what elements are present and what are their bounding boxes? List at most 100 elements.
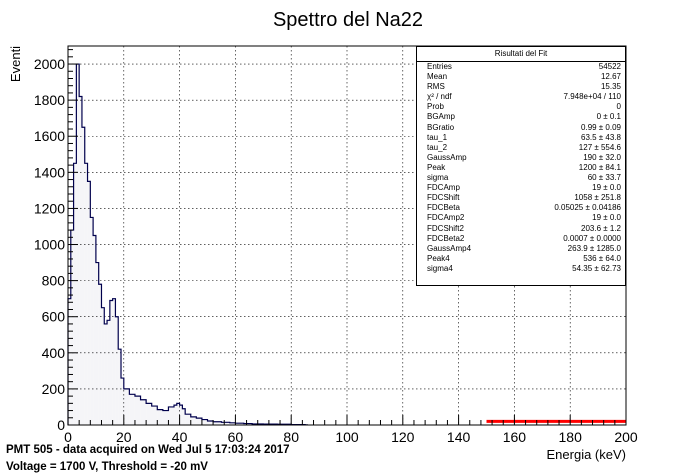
- x-tick-label: 0: [64, 429, 72, 445]
- fit-param-name: FDCBeta: [427, 203, 460, 213]
- fit-result-row: FDCShift2 203.6 ± 1.2: [417, 224, 625, 234]
- histogram-bin: [107, 320, 110, 425]
- histogram-bin: [146, 403, 152, 425]
- fit-param-name: GaussAmp4: [427, 243, 472, 253]
- histogram-bin: [95, 262, 99, 425]
- fit-results-box: Risultati del Fit Entries 54522 Mean 12.67 R…: [416, 46, 626, 286]
- histogram-bin: [134, 396, 141, 425]
- histogram-bin: [196, 418, 202, 425]
- fit-result-row: Entries 54522: [417, 62, 625, 72]
- y-tick-label: 1400: [34, 164, 65, 180]
- histogram-bin: [140, 399, 147, 425]
- y-tick-label: 1800: [34, 92, 65, 108]
- histogram-bin: [101, 307, 105, 425]
- fit-results-title: Risultati del Fit: [417, 47, 625, 62]
- histogram-bin: [151, 406, 158, 425]
- fit-param-value: 60 ± 33.7: [587, 173, 621, 183]
- y-tick-label: 800: [42, 273, 66, 289]
- x-tick-label: 200: [614, 429, 638, 445]
- histogram-bin: [121, 378, 124, 425]
- histogram-bin: [98, 284, 102, 425]
- chart-title: Spettro del Na22: [273, 9, 423, 31]
- x-tick-label: 140: [447, 429, 471, 445]
- fit-param-name: BGAmp: [427, 112, 456, 122]
- histogram-bin: [179, 405, 183, 425]
- fit-param-name: Peak: [427, 162, 446, 172]
- histogram-bin: [182, 408, 186, 425]
- voltage-caption: Voltage = 1700 V, Threshold = -20 mV: [6, 461, 208, 473]
- fit-param-value: 0.99 ± 0.09: [581, 122, 621, 132]
- data-layer: [67, 63, 626, 426]
- histogram-bin: [84, 163, 88, 426]
- fit-param-name: Prob: [427, 102, 444, 112]
- x-tick-label: 60: [228, 429, 244, 445]
- fit-param-value: 190 ± 32.0: [583, 152, 621, 162]
- fit-param-value: 19 ± 0.0: [592, 213, 621, 223]
- fit-result-row: BGratio 0.99 ± 0.09: [417, 123, 625, 133]
- fit-param-name: BGratio: [427, 122, 455, 132]
- axes: [67, 45, 627, 426]
- histogram-bin: [81, 127, 85, 425]
- histogram-bin: [185, 414, 191, 425]
- histogram-bin: [229, 422, 236, 425]
- fit-result-row: Peak4 536 ± 64.0: [417, 254, 625, 264]
- histogram-bin: [70, 230, 74, 425]
- x-axis-label: Energia (keV): [547, 447, 626, 462]
- fit-result-row: Peak 1200 ± 84.1: [417, 163, 625, 173]
- fit-param-value: 0.05025 ± 0.04186: [554, 203, 621, 213]
- fit-result-row: FDCBeta 0.05025 ± 0.04186: [417, 203, 625, 213]
- histogram-bin: [174, 405, 177, 425]
- histogram-bin: [104, 323, 108, 425]
- fit-result-row: Mean 12.67: [417, 72, 625, 82]
- fit-result-row: GaussAmp 190 ± 32.0: [417, 153, 625, 163]
- histogram-bin: [213, 421, 222, 425]
- x-tick-label: 180: [559, 429, 583, 445]
- fit-param-name: FDCShift2: [427, 223, 464, 233]
- fit-param-value: 15.35: [600, 82, 621, 92]
- histogram-bin: [73, 163, 77, 426]
- fit-param-value: 54.35 ± 62.73: [572, 263, 621, 273]
- histogram-bin: [129, 394, 135, 425]
- fit-param-value: 263.9 ± 1285.0: [567, 243, 621, 253]
- y-tick-label: 1000: [34, 237, 65, 253]
- y-tick-label: 600: [42, 309, 66, 325]
- tick-labels: 0 20 40 60 80 100 120 140 160 180 2000200400600800…: [34, 56, 638, 445]
- y-axis-label: Eventi: [8, 46, 23, 82]
- histogram-bin: [68, 298, 71, 425]
- fit-param-name: RMS: [427, 82, 445, 92]
- fit-param-name: sigma4: [427, 263, 453, 273]
- y-tick-label: 0: [57, 417, 65, 433]
- x-tick-label: 100: [335, 429, 359, 445]
- histogram-bin: [118, 349, 122, 425]
- x-tick-label: 160: [503, 429, 527, 445]
- fit-param-value: 54522: [598, 62, 621, 71]
- fit-param-name: Mean: [427, 72, 448, 82]
- fit-result-row: FDCAmp 19 ± 0.0: [417, 183, 625, 193]
- fit-result-row: tau_2 127 ± 554.6: [417, 143, 625, 153]
- fit-param-value: 536 ± 64.0: [583, 253, 621, 263]
- fit-param-name: GaussAmp: [427, 152, 467, 162]
- fit-param-value: 203.6 ± 1.2: [581, 223, 621, 233]
- fit-param-name: FDCAmp: [427, 183, 460, 193]
- fit-param-name: Peak4: [427, 253, 450, 263]
- fit-param-name: χ² / ndf: [427, 92, 452, 102]
- histogram-bin: [109, 300, 113, 425]
- x-tick-label: 80: [283, 429, 299, 445]
- histogram-bin: [190, 416, 197, 425]
- y-tick-label: 2000: [34, 56, 65, 72]
- fit-param-name: FDCAmp2: [427, 213, 465, 223]
- histogram-bin: [123, 388, 130, 425]
- fit-param-value: 0.0007 ± 0.0000: [563, 233, 621, 243]
- histogram-bin: [157, 409, 163, 425]
- fit-result-row: Prob 0: [417, 102, 625, 112]
- acquisition-caption: PMT 505 - data acquired on Wed Jul 5 17:…: [6, 444, 290, 456]
- fit-result-row: RMS 15.35: [417, 82, 625, 92]
- fit-param-value: 7.948e+04 / 110: [563, 92, 621, 102]
- fit-param-value: 0 ± 0.1: [596, 112, 621, 122]
- y-tick-label: 400: [42, 345, 66, 361]
- fit-param-name: tau_2: [427, 142, 448, 152]
- fit-result-row: BGAmp 0 ± 0.1: [417, 112, 625, 122]
- histogram-bin: [93, 235, 96, 425]
- x-tick-label: 20: [116, 429, 132, 445]
- y-tick-label: 200: [42, 381, 66, 397]
